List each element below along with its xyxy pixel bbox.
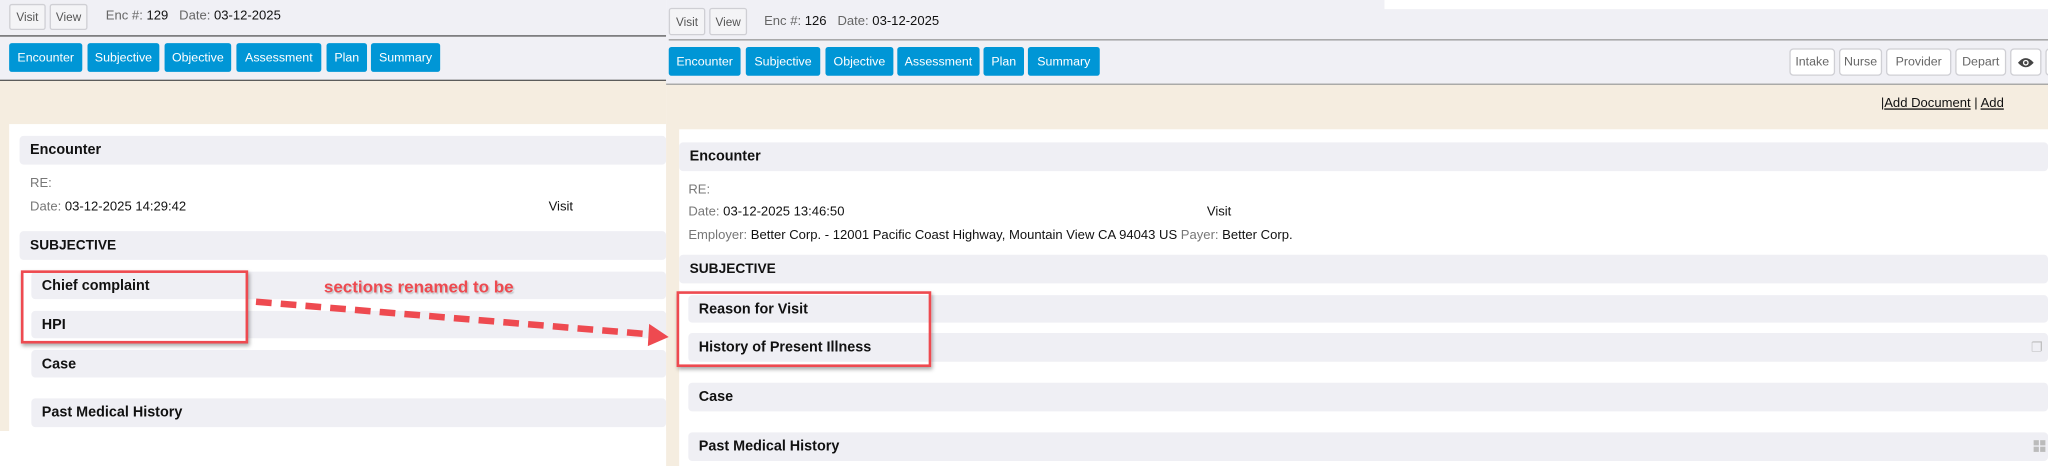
eye-button[interactable] bbox=[2010, 48, 2042, 76]
date-value: 03-12-2025 bbox=[214, 9, 281, 24]
depart-button[interactable]: Depart bbox=[1955, 48, 2007, 76]
encounter-header[interactable]: Encounter bbox=[679, 142, 2048, 172]
section-past-medical-history[interactable]: Past Medical History bbox=[688, 432, 2048, 462]
employer-line: Employer: Better Corp. - 12001 Pacific C… bbox=[688, 228, 1293, 243]
more-button[interactable] bbox=[2045, 48, 2048, 76]
tab-subjective[interactable]: Subjective bbox=[745, 47, 821, 76]
view-button[interactable]: View bbox=[49, 3, 88, 31]
add-document-link[interactable]: Add Document bbox=[1884, 96, 1971, 112]
add-link[interactable]: Add bbox=[1980, 96, 2004, 112]
tab-summary[interactable]: Summary bbox=[1027, 47, 1100, 76]
tab-plan[interactable]: Plan bbox=[326, 43, 368, 72]
section-case[interactable]: Case bbox=[31, 350, 667, 378]
document-links: |Add Document | Add bbox=[1880, 96, 2004, 112]
date-line: Date: 03-12-2025 13:46:50 bbox=[688, 205, 845, 220]
provider-button[interactable]: Provider bbox=[1886, 48, 1952, 76]
section-history-of-present-illness[interactable]: History of Present Illness bbox=[688, 333, 2048, 362]
section-reason-for-visit[interactable]: Reason for Visit bbox=[688, 295, 2048, 323]
re-line: RE: bbox=[30, 176, 52, 191]
date-line: Date: 03-12-2025 14:29:42 bbox=[30, 199, 187, 215]
eye-icon bbox=[2017, 57, 2034, 67]
date-label: Date: bbox=[179, 9, 211, 24]
enc-label: Enc #: bbox=[764, 14, 802, 29]
tab-objective[interactable]: Objective bbox=[164, 43, 232, 72]
tab-encounter[interactable]: Encounter bbox=[668, 47, 741, 76]
encounter-info: Enc #: 129 Date: 03-12-2025 bbox=[106, 9, 281, 23]
tab-assessment[interactable]: Assessment bbox=[897, 47, 980, 76]
view-button[interactable]: View bbox=[709, 7, 748, 36]
visit-button[interactable]: Visit bbox=[9, 3, 46, 31]
grid-icon[interactable] bbox=[2033, 440, 2047, 452]
encounter-info: Enc #: 126 Date: 03-12-2025 bbox=[764, 14, 939, 28]
tab-encounter[interactable]: Encounter bbox=[9, 43, 83, 72]
re-line: RE: bbox=[688, 182, 711, 198]
enc-number: 129 bbox=[146, 9, 169, 24]
encounter-header[interactable]: Encounter bbox=[19, 135, 667, 165]
copy-icon[interactable]: ❐ bbox=[2031, 340, 2043, 356]
tab-subjective[interactable]: Subjective bbox=[87, 43, 160, 72]
date-value: 03-12-2025 bbox=[872, 14, 940, 29]
date-label: Date: bbox=[837, 14, 869, 29]
visit-type: Visit bbox=[548, 199, 574, 215]
section-chief-complaint[interactable]: Chief complaint bbox=[31, 271, 667, 300]
subjective-header[interactable]: SUBJECTIVE bbox=[679, 254, 2048, 284]
tab-summary[interactable]: Summary bbox=[370, 43, 441, 72]
enc-label: Enc #: bbox=[105, 9, 143, 24]
highlight-box-old bbox=[20, 270, 249, 344]
tab-assessment[interactable]: Assessment bbox=[236, 43, 322, 72]
nurse-button[interactable]: Nurse bbox=[1839, 48, 1883, 76]
section-case[interactable]: Case bbox=[688, 382, 2048, 412]
annotation-text: sections renamed to be bbox=[323, 276, 514, 297]
visit-button[interactable]: Visit bbox=[668, 7, 706, 36]
section-past-medical-history[interactable]: Past Medical History bbox=[31, 398, 667, 428]
tab-objective[interactable]: Objective bbox=[825, 47, 894, 76]
tab-plan[interactable]: Plan bbox=[983, 47, 1024, 76]
visit-type: Visit bbox=[1206, 205, 1232, 220]
highlight-box-new bbox=[676, 291, 932, 368]
intake-button[interactable]: Intake bbox=[1789, 48, 1836, 76]
subjective-header[interactable]: SUBJECTIVE bbox=[19, 231, 667, 260]
enc-number: 126 bbox=[804, 14, 827, 29]
